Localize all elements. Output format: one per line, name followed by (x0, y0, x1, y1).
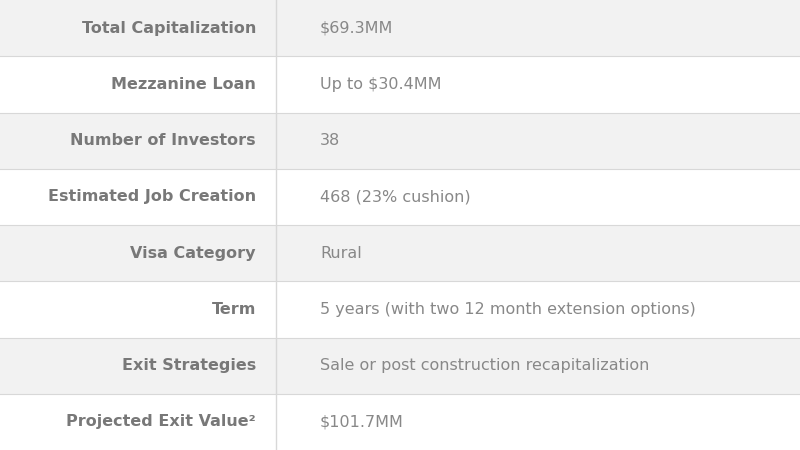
Text: Rural: Rural (320, 246, 362, 261)
Bar (0, 56, 800, 112)
Text: 468 (23% cushion): 468 (23% cushion) (320, 189, 470, 204)
Bar (0, 394, 800, 450)
Bar (0, 338, 800, 394)
Bar (0, 112, 800, 169)
Text: Number of Investors: Number of Investors (70, 133, 256, 148)
Text: Term: Term (212, 302, 256, 317)
Text: 38: 38 (320, 133, 340, 148)
Text: $69.3MM: $69.3MM (320, 21, 394, 36)
Text: Visa Category: Visa Category (130, 246, 256, 261)
Text: Total Capitalization: Total Capitalization (82, 21, 256, 36)
Text: Mezzanine Loan: Mezzanine Loan (111, 77, 256, 92)
Text: $101.7MM: $101.7MM (320, 414, 404, 429)
Text: Estimated Job Creation: Estimated Job Creation (48, 189, 256, 204)
Bar (0, 281, 800, 338)
Text: Sale or post construction recapitalization: Sale or post construction recapitalizati… (320, 358, 650, 373)
Bar (0, 225, 800, 281)
Text: 5 years (with two 12 month extension options): 5 years (with two 12 month extension opt… (320, 302, 696, 317)
Text: Exit Strategies: Exit Strategies (122, 358, 256, 373)
Text: Up to $30.4MM: Up to $30.4MM (320, 77, 442, 92)
Text: Projected Exit Value²: Projected Exit Value² (66, 414, 256, 429)
Bar (0, 0, 800, 56)
Bar (0, 169, 800, 225)
